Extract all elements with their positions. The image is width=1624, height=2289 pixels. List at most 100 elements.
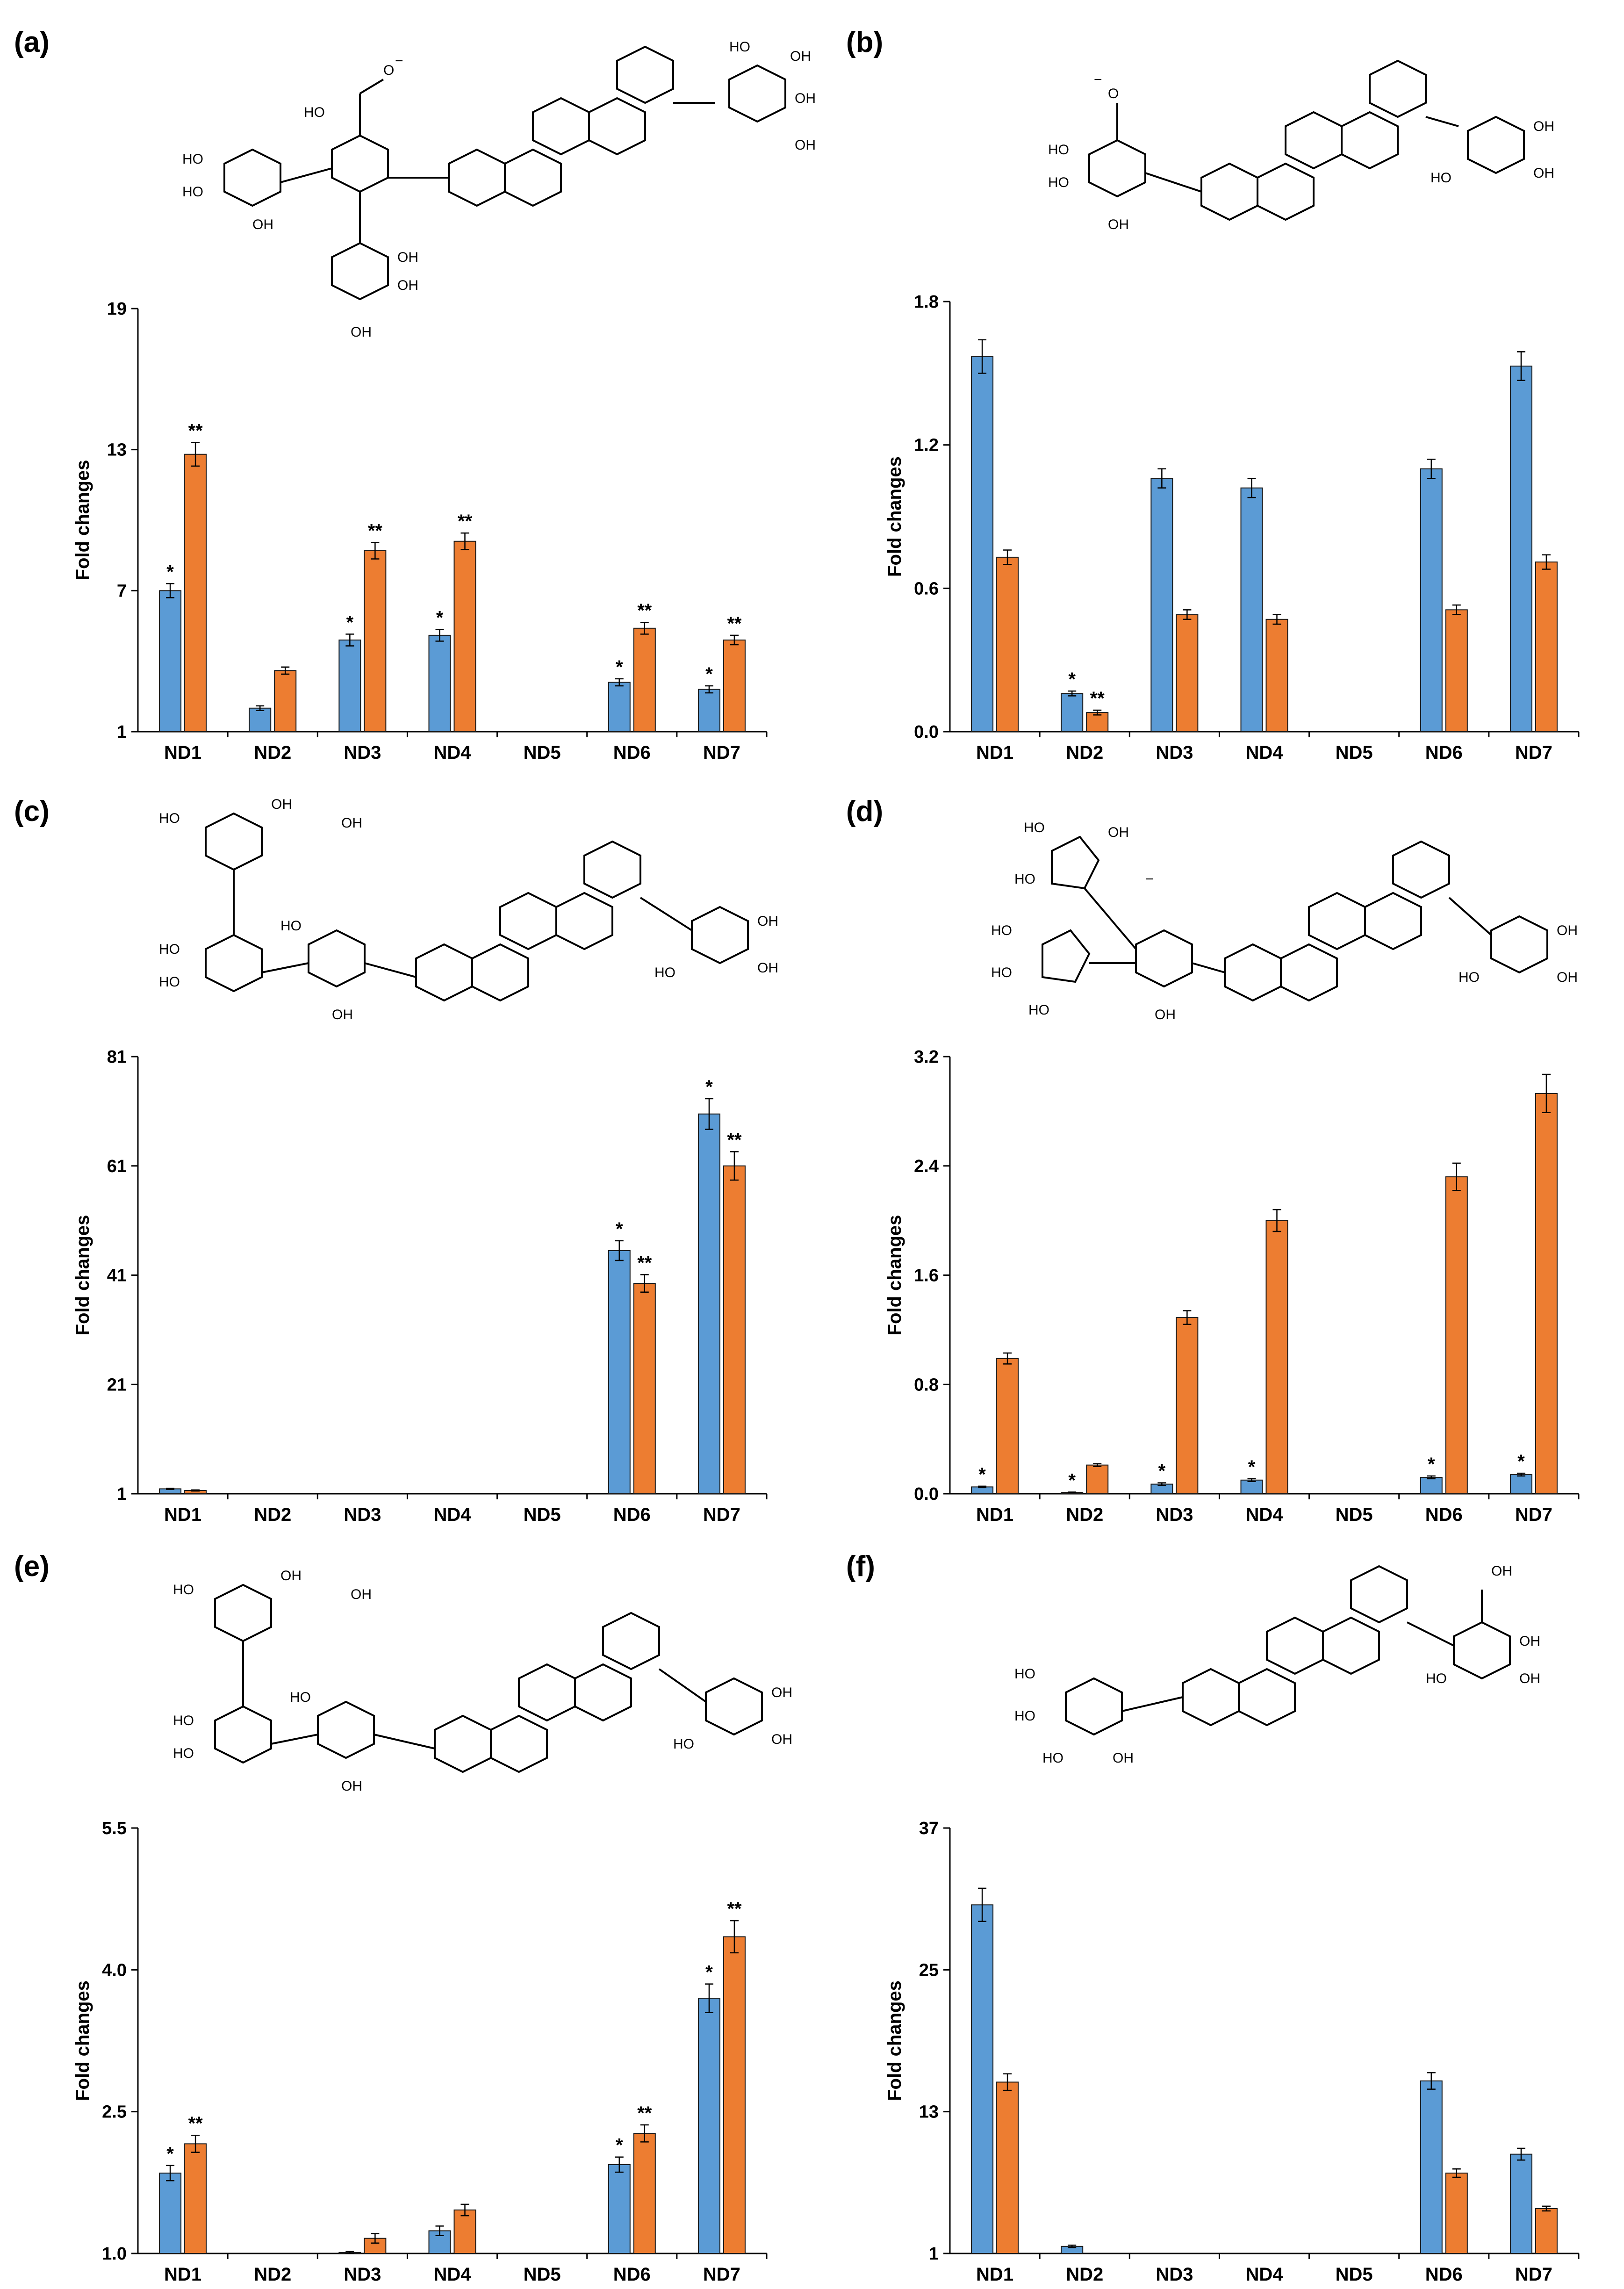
significance-marker: *	[978, 1464, 986, 1485]
structure-d: HO OH HO − HO HO HO OH OH HO OH	[991, 820, 1578, 1022]
y-tick-label: 0.6	[914, 579, 939, 598]
bar-nd6-series2	[1445, 2173, 1468, 2254]
significance-marker: **	[1090, 688, 1105, 709]
x-tick-label: ND5	[524, 2264, 561, 2285]
oh-label: OH	[280, 1568, 302, 1584]
bar-nd6-series2	[1445, 1176, 1468, 1494]
bar-nd4-series1	[1240, 1479, 1263, 1494]
charge-label: −	[1145, 871, 1154, 887]
bar-nd7-series2	[1535, 2208, 1558, 2254]
structure-f: OH OH OH HO HO HO HO OH	[1014, 1563, 1540, 1766]
y-tick-label: 7	[117, 581, 127, 601]
bar-nd6-series1	[608, 2164, 631, 2254]
x-tick-label: ND3	[1156, 1504, 1193, 1525]
oh-label: OH	[1108, 217, 1129, 232]
significance-marker: **	[727, 1899, 742, 1919]
y-tick-label: 1.8	[914, 292, 939, 312]
x-tick-label: ND1	[164, 742, 201, 763]
oh-label: HO	[991, 923, 1012, 938]
y-tick-label: 2.5	[102, 2102, 127, 2122]
bar-nd2-series1	[249, 707, 272, 733]
oh-label: HO	[173, 1713, 194, 1728]
oh-label: OH	[1519, 1634, 1540, 1649]
chart-panel-d: 0.0 0.8 1.6 2.4 3.2 Fold changes ND1 * ND2 * ND3 * N…	[884, 1047, 1580, 1525]
x-tick-label: ND1	[976, 1504, 1013, 1525]
y-tick-label: 1	[117, 1484, 127, 1504]
panel-label-b: (b)	[846, 26, 884, 58]
bar-nd1-series2	[996, 1358, 1019, 1494]
x-tick-label: ND3	[344, 742, 381, 763]
bar-nd6-series1	[608, 682, 631, 733]
oh-label: HO	[1459, 970, 1480, 985]
significance-marker: *	[1068, 1470, 1076, 1490]
panel-label-e: (e)	[14, 1550, 50, 1583]
panel-label-c: (c)	[14, 795, 50, 828]
y-tick-label: 61	[107, 1157, 127, 1176]
bar-nd7-series1	[697, 689, 720, 732]
y-axis-label: Fold changes	[884, 456, 905, 577]
structure-c: HO OH OH HO HO HO OH OH HO OH	[159, 797, 778, 1022]
significance-marker: *	[705, 1962, 713, 1983]
bar-nd7-series1	[1509, 2153, 1532, 2254]
oh-label: OH	[1557, 923, 1578, 938]
bar-nd6-series2	[633, 1283, 656, 1494]
bar-nd3-series2	[1176, 1317, 1199, 1494]
y-tick-label: 1.6	[914, 1266, 939, 1286]
x-tick-label: ND5	[524, 1504, 561, 1525]
oh-label: OH	[332, 1007, 353, 1022]
x-tick-label: ND6	[1425, 1504, 1463, 1525]
oh-label: HO	[1014, 1666, 1035, 1682]
significance-marker: *	[1068, 669, 1076, 690]
x-tick-label: ND2	[254, 2264, 291, 2285]
y-axis-label: Fold changes	[72, 460, 93, 581]
bar-nd4-series2	[453, 540, 476, 732]
significance-marker: *	[346, 612, 354, 633]
oh-label: HO	[1014, 1708, 1035, 1724]
oh-label: OH	[1155, 1007, 1176, 1022]
y-tick-label: 41	[107, 1266, 127, 1286]
chart-panel-f: 1 13 25 37 Fold changes ND1 ND2 ND3 ND4 ND5 ND6 ND7	[884, 1819, 1580, 2285]
charge-label: −	[1094, 72, 1102, 87]
x-tick-label: ND6	[1425, 742, 1463, 763]
significance-marker: **	[188, 2113, 203, 2134]
x-tick-label: ND2	[254, 1504, 291, 1525]
x-tick-label: ND5	[1336, 1504, 1373, 1525]
y-tick-label: 81	[107, 1047, 127, 1067]
oh-label: OH	[397, 278, 418, 293]
significance-marker: *	[616, 2135, 623, 2156]
oh-label: OH	[771, 1685, 792, 1700]
bar-nd6-series2	[1445, 609, 1468, 732]
x-tick-label: ND2	[1066, 1504, 1103, 1525]
oh-label: OH	[271, 797, 292, 812]
charge-label: −	[395, 53, 403, 69]
x-tick-label: ND6	[613, 1504, 651, 1525]
oh-label: HO	[173, 1582, 194, 1598]
significance-marker: *	[1517, 1451, 1525, 1472]
oh-label: HO	[1028, 1002, 1049, 1018]
significance-marker: **	[368, 520, 383, 541]
oh-label: OH	[795, 91, 816, 106]
x-tick-label: ND1	[976, 742, 1013, 763]
x-tick-label: ND7	[703, 742, 740, 763]
oh-label: HO	[1042, 1750, 1064, 1766]
significance-marker: **	[727, 613, 742, 634]
bar-nd1-series2	[184, 2143, 207, 2254]
bar-nd4-series2	[1265, 1220, 1288, 1494]
x-tick-label: ND6	[613, 2264, 651, 2285]
oh-label: OH	[341, 1778, 362, 1794]
x-tick-label: ND4	[1245, 1504, 1283, 1525]
significance-marker: **	[458, 511, 473, 532]
oh-label: HO	[182, 184, 203, 200]
y-axis-label: Fold changes	[72, 1980, 93, 2101]
oh-label: OH	[1519, 1671, 1540, 1686]
x-tick-label: ND1	[164, 2264, 201, 2285]
bar-nd7-series1	[697, 1113, 720, 1494]
oh-label: HO	[1426, 1671, 1447, 1686]
x-tick-label: ND1	[976, 2264, 1013, 2285]
significance-marker: *	[166, 2144, 174, 2164]
x-tick-label: ND5	[524, 742, 561, 763]
y-tick-label: 25	[919, 1960, 939, 1980]
oh-label: HO	[1048, 142, 1069, 158]
x-tick-label: ND2	[254, 742, 291, 763]
